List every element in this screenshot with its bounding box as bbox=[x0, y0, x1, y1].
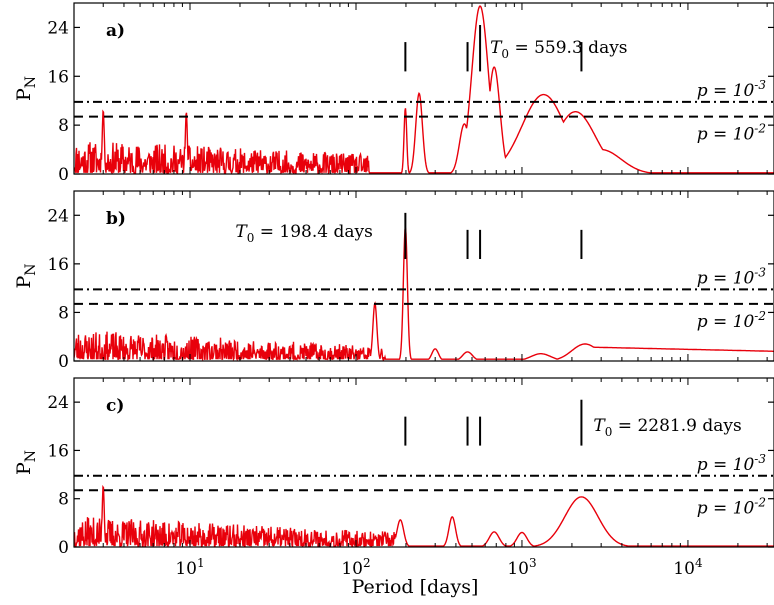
periodogram-series bbox=[74, 227, 774, 361]
threshold-label-p1e-3: p = 10-3 bbox=[697, 452, 767, 475]
periodogram-series bbox=[74, 484, 774, 547]
periodogram-series bbox=[74, 5, 774, 174]
x-axis-title: Period [days] bbox=[352, 576, 479, 598]
axes-frame bbox=[73, 2, 774, 175]
panel-c: p = 10-3 p = 10-2 T0 = 2281.9 days 0 8 16 24 c)… bbox=[13, 377, 774, 558]
y-tick-label: 8 bbox=[58, 303, 69, 323]
y-axis-title: PN bbox=[13, 76, 39, 101]
t0-annotation: T0 = 198.4 days bbox=[235, 222, 372, 245]
y-tick-label: 16 bbox=[47, 255, 69, 275]
x-tick-label: 104 bbox=[673, 556, 703, 579]
y-tick-label: 24 bbox=[47, 206, 69, 226]
y-axis-title: PN bbox=[13, 263, 39, 288]
panel-label: b) bbox=[106, 209, 126, 229]
x-tick-label: 101 bbox=[175, 556, 204, 579]
threshold-label-p1e-2: p = 10-2 bbox=[697, 122, 766, 145]
panel-label: c) bbox=[106, 396, 124, 416]
y-tick-label: 0 bbox=[58, 352, 69, 372]
x-tick-label: 102 bbox=[341, 556, 370, 579]
threshold-label-p1e-3: p = 10-3 bbox=[697, 78, 767, 101]
panel-a: p = 10-3 p = 10-2 T0 = 559.3 days 0 8 16 24 a) P… bbox=[13, 2, 774, 185]
y-axis-title: PN bbox=[13, 450, 39, 475]
axes-frame bbox=[73, 190, 774, 362]
t0-annotation: T0 = 559.3 days bbox=[490, 38, 627, 61]
y-tick-label: 0 bbox=[58, 165, 69, 185]
y-tick-label: 24 bbox=[47, 393, 69, 413]
y-tick-label: 0 bbox=[58, 538, 69, 558]
y-tick-label: 16 bbox=[47, 441, 69, 461]
threshold-label-p1e-3: p = 10-3 bbox=[697, 265, 767, 288]
y-tick-label: 24 bbox=[47, 18, 69, 38]
threshold-label-p1e-2: p = 10-2 bbox=[697, 309, 766, 332]
y-tick-label: 8 bbox=[58, 116, 69, 136]
y-tick-label: 16 bbox=[47, 67, 69, 87]
t0-annotation: T0 = 2281.9 days bbox=[593, 416, 741, 439]
axes-frame bbox=[73, 377, 774, 548]
x-tick-label: 103 bbox=[507, 556, 536, 579]
panel-label: a) bbox=[106, 21, 125, 41]
threshold-label-p1e-2: p = 10-2 bbox=[697, 495, 766, 518]
panel-b: p = 10-3 p = 10-2 T0 = 198.4 days 0 8 16 24 b) P… bbox=[13, 190, 774, 372]
y-tick-label: 8 bbox=[58, 490, 69, 510]
